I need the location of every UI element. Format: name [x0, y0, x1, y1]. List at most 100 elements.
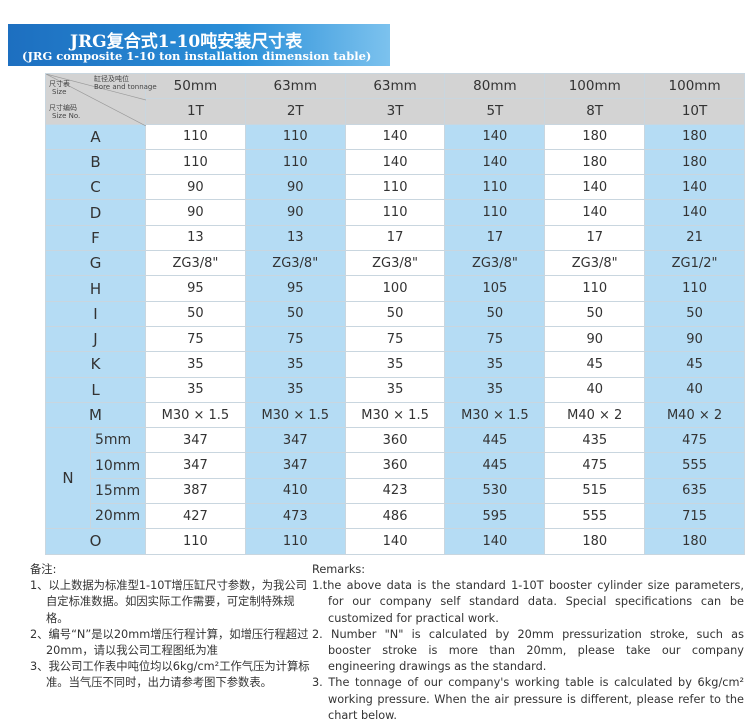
data-row: D 90 90 110 110 140 140 — [45, 199, 745, 226]
value-cell: 90 — [644, 325, 745, 353]
value-cell: 110 — [244, 148, 346, 176]
value-cell: M40 × 2 — [644, 401, 745, 429]
value-cell: ZG1/2" — [644, 250, 745, 277]
value-cell: 530 — [444, 477, 546, 505]
sub-label: 20mm — [90, 503, 146, 530]
data-row: B 110 110 140 140 180 180 — [45, 148, 745, 176]
data-row: G ZG3/8" ZG3/8" ZG3/8" ZG3/8" ZG3/8" ZG1/2" — [45, 250, 745, 277]
bore-header: 100mm — [544, 72, 646, 100]
value-cell: 13 — [145, 224, 246, 252]
value-cell: 90 — [544, 325, 646, 353]
row-label: D — [45, 199, 146, 226]
tonnage-header: 10T — [644, 98, 745, 125]
value-cell: 410 — [244, 477, 346, 505]
title: JRG复合式1-10吨安装尺寸表 — [70, 32, 303, 52]
value-cell: 360 — [344, 452, 446, 479]
bore-header: 50mm — [145, 72, 246, 100]
value-cell: 140 — [344, 148, 446, 176]
value-cell: 473 — [244, 503, 346, 530]
value-cell: 21 — [644, 224, 745, 252]
header-row: 尺寸表 Size 缸径及吨位 Bore and tonnage 尺寸编码 Size No.… — [45, 72, 745, 126]
data-row: C 90 90 110 110 140 140 — [45, 174, 745, 201]
corner-label: 缸径及吨位 — [94, 75, 129, 83]
value-cell: 445 — [444, 427, 546, 454]
value-cell: 75 — [344, 325, 446, 353]
value-cell: 180 — [544, 148, 646, 176]
diagonal — [46, 74, 146, 101]
value-cell: 40 — [644, 376, 745, 403]
value-cell: 347 — [244, 427, 346, 454]
value-cell: M40 × 2 — [544, 401, 646, 429]
bore-header: 100mm — [644, 72, 745, 100]
data-row: O 110 110 140 140 180 180 — [45, 528, 745, 555]
tonnage-header: 3T — [344, 98, 446, 125]
data-row: J 75 75 75 75 90 90 — [45, 325, 745, 353]
value-cell: 360 — [344, 427, 446, 454]
header-row: 1T 2T 3T 5T 8T 10T — [46, 98, 745, 125]
tonnage-header: 2T — [244, 98, 346, 125]
value-cell: 35 — [244, 376, 346, 403]
value-cell: 35 — [344, 351, 446, 378]
value-cell: 180 — [644, 123, 745, 150]
value-cell: 475 — [544, 452, 646, 479]
row-label: N — [45, 427, 91, 530]
data-row: N 5mm 347 347 360 445 435 475 — [45, 427, 745, 530]
value-cell: 40 — [544, 376, 646, 403]
value-cell: ZG3/8" — [244, 250, 346, 277]
data-row: K 35 35 35 35 45 45 — [45, 351, 745, 378]
remark-item: 3、我公司工作表中吨位均以6kg/cm²工作气压为计算标准。当气压不同时，出力请… — [30, 660, 310, 690]
value-cell: M30 × 1.5 — [145, 401, 246, 429]
value-cell: 90 — [244, 199, 346, 226]
value-cell: 35 — [145, 376, 246, 403]
value-cell: 140 — [444, 123, 546, 150]
value-cell: 35 — [444, 351, 546, 378]
value-cell: 50 — [344, 300, 446, 327]
row-label: M — [45, 401, 146, 429]
sub-label: 5mm — [90, 427, 146, 454]
value-cell: 105 — [444, 275, 546, 302]
value-cell: 35 — [244, 351, 346, 378]
diagonal — [46, 74, 146, 126]
sub-label: 10mm — [90, 452, 146, 479]
value-cell: 17 — [344, 224, 446, 252]
value-cell: M30 × 1.5 — [244, 401, 346, 429]
value-cell: 140 — [544, 199, 646, 226]
corner-label: 尺寸表 — [49, 80, 70, 88]
tonnage-header: 1T — [145, 98, 246, 125]
value-cell: 110 — [444, 174, 546, 201]
value-cell: 715 — [644, 503, 745, 530]
row-label: G — [45, 250, 146, 277]
value-cell: 50 — [644, 300, 745, 327]
value-cell: 110 — [145, 148, 246, 176]
corner-label: Bore and tonnage — [94, 83, 157, 91]
value-cell: 110 — [145, 528, 246, 555]
value-cell: 45 — [644, 351, 745, 378]
subtitle: (JRG composite 1-10 ton installation dim… — [22, 49, 372, 63]
value-cell: 90 — [145, 174, 246, 201]
value-cell: 50 — [145, 300, 246, 327]
value-cell: 555 — [644, 452, 745, 479]
value-cell: 140 — [644, 174, 745, 201]
value-cell: 110 — [244, 528, 346, 555]
data-row: 15mm 387 410 423 530 515 635 — [46, 477, 745, 505]
row-label: O — [45, 528, 146, 555]
value-cell: 486 — [344, 503, 446, 530]
bore-header: 63mm — [244, 72, 346, 100]
remarks-heading: Remarks: — [312, 563, 366, 576]
value-cell: ZG3/8" — [444, 250, 546, 277]
value-cell: 595 — [444, 503, 546, 530]
value-cell: 35 — [145, 351, 246, 378]
remarks-cn: 备注: 1、以上数据为标准型1-10T增压缸尺寸参数，为我公司自定标准数据。如因实… — [30, 562, 310, 692]
value-cell: 635 — [644, 477, 745, 505]
value-cell: 180 — [544, 123, 646, 150]
value-cell: 75 — [145, 325, 246, 353]
dimension-table: 尺寸表 Size 缸径及吨位 Bore and tonnage 尺寸编码 Size No.… — [45, 72, 745, 555]
value-cell: 140 — [444, 148, 546, 176]
row-label: C — [45, 174, 146, 201]
sub-label: 15mm — [90, 477, 146, 505]
data-row: L 35 35 35 35 40 40 — [45, 376, 745, 403]
data-row: F 13 13 17 17 17 21 — [45, 224, 745, 252]
value-cell: 347 — [145, 452, 246, 479]
remark-item: 2、编号“N”是以20mm增压行程计算，如增压行程超过20mm，请以我公司工程图… — [30, 627, 309, 658]
data-row: 20mm 427 473 486 595 555 715 — [46, 503, 745, 530]
